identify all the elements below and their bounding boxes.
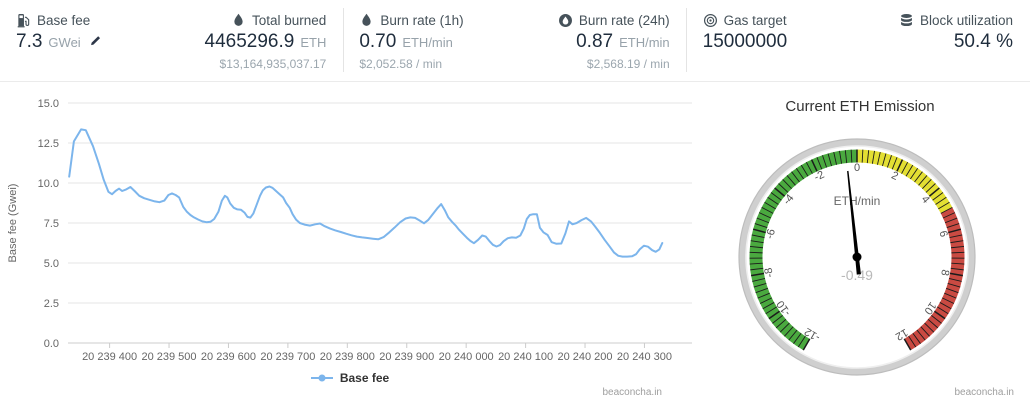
emission-gauge-panel: Current ETH Emission -12 -10 -8 -6 -4 -2 0 2 4 6 8…	[710, 82, 1030, 406]
base-fee-chart-panel: 0.0 2.5 5.0 7.5 10.0 12.5 15.0 20 239 400 20 239…	[0, 82, 710, 406]
svg-text:8: 8	[938, 268, 951, 276]
svg-text:10: 10	[922, 300, 939, 317]
svg-text:20 239 400: 20 239 400	[82, 351, 137, 363]
svg-text:-8: -8	[763, 267, 777, 279]
stat-sub	[899, 57, 1013, 69]
svg-text:20 239 700: 20 239 700	[260, 351, 315, 363]
svg-text:-2: -2	[812, 169, 826, 184]
svg-text:2: 2	[889, 169, 900, 182]
base-fee-line-chart[interactable]: 0.0 2.5 5.0 7.5 10.0 12.5 15.0 20 239 400 20 239…	[0, 90, 710, 364]
svg-text:0: 0	[854, 162, 860, 174]
stat-value: 7.3	[16, 31, 43, 52]
stat-label: Burn rate (24h)	[578, 13, 670, 28]
svg-text:ETH/min: ETH/min	[834, 194, 881, 208]
stat-unit: ETH/min	[619, 35, 670, 50]
svg-text:20 240 100: 20 240 100	[498, 351, 553, 363]
stat-block-utilization: Block utilization 50.4 %	[899, 13, 1013, 81]
stat-value: 50.4 %	[953, 31, 1013, 52]
stats-group-2: Burn rate (1h) 0.70 ETH/min $2,052.58 / …	[343, 0, 686, 81]
svg-text:20 240 300: 20 240 300	[617, 351, 672, 363]
edit-pencil-icon[interactable]	[90, 31, 102, 53]
stat-label: Block utilization	[919, 13, 1013, 28]
svg-text:6: 6	[937, 229, 950, 238]
svg-text:20 239 600: 20 239 600	[201, 351, 256, 363]
svg-text:7.5: 7.5	[44, 218, 59, 230]
stat-value: 4465296.9	[204, 31, 295, 52]
svg-text:20 239 900: 20 239 900	[379, 351, 434, 363]
stat-unit: ETH/min	[402, 35, 453, 50]
target-icon	[703, 13, 718, 28]
stat-unit: ETH	[300, 35, 327, 50]
stat-value: 15000000	[702, 31, 788, 52]
stat-burn-rate-1h: Burn rate (1h) 0.70 ETH/min $2,052.58 / …	[359, 13, 463, 81]
stat-label: Base fee	[37, 13, 91, 28]
stat-gas-target: Gas target 15000000	[703, 13, 788, 81]
stat-label: Burn rate (1h)	[380, 13, 464, 28]
legend-label: Base fee	[339, 371, 390, 385]
svg-text:15.0: 15.0	[38, 98, 59, 110]
flame-droplet-icon	[231, 13, 246, 28]
svg-text:2.5: 2.5	[44, 298, 59, 310]
stat-label: Total burned	[252, 13, 327, 28]
stat-total-burned: Total burned 4465296.9 ETH $13,164,935,0…	[205, 13, 327, 81]
svg-text:0.0: 0.0	[44, 338, 59, 350]
legend-line-marker-icon	[310, 374, 333, 382]
stat-sub	[16, 57, 102, 69]
stats-group-3: Gas target 15000000 Block utilization 50…	[687, 0, 1030, 81]
chart-credits-link[interactable]: beaconcha.in	[602, 387, 663, 398]
stat-sub: $13,164,935,037.17	[219, 57, 327, 71]
svg-text:12: 12	[893, 326, 910, 343]
stat-value: 0.70	[359, 31, 397, 52]
fire-circle-icon	[558, 13, 573, 28]
svg-text:20 239 800: 20 239 800	[320, 351, 375, 363]
svg-text:20 240 000: 20 240 000	[439, 351, 494, 363]
stats-group-1: Base fee 7.3 GWei Total burned	[0, 0, 343, 81]
svg-text:10.0: 10.0	[38, 178, 59, 190]
stats-divider	[343, 8, 344, 72]
stat-sub: $2,568.19 / min	[586, 57, 670, 71]
stat-burn-rate-24h: Burn rate (24h) 0.87 ETH/min $2,568.19 /…	[558, 13, 670, 81]
legend-item-base-fee[interactable]: Base fee	[0, 371, 700, 385]
gauge-title: Current ETH Emission	[785, 98, 935, 115]
svg-text:-0.49: -0.49	[841, 267, 873, 283]
stat-unit: GWei	[48, 35, 81, 50]
svg-text:20 240 200: 20 240 200	[557, 351, 612, 363]
stat-label: Gas target	[723, 13, 787, 28]
svg-text:-6: -6	[764, 228, 778, 241]
database-icon	[899, 13, 914, 28]
stats-divider	[686, 8, 687, 72]
stats-bar: Base fee 7.3 GWei Total burned	[0, 0, 1030, 82]
gauge-credits-link[interactable]: beaconcha.in	[954, 387, 1015, 398]
stat-sub: $2,052.58 / min	[359, 57, 443, 71]
gas-pump-icon	[16, 13, 31, 28]
svg-text:12.5: 12.5	[38, 138, 59, 150]
flame-droplet-icon	[359, 13, 374, 28]
svg-text:20 239 500: 20 239 500	[141, 351, 196, 363]
svg-text:Base fee (Gwei): Base fee (Gwei)	[7, 184, 19, 263]
stat-base-fee: Base fee 7.3 GWei	[16, 13, 102, 81]
stat-value: 0.87	[576, 31, 614, 52]
stat-sub	[703, 57, 788, 69]
svg-text:5.0: 5.0	[44, 258, 59, 270]
